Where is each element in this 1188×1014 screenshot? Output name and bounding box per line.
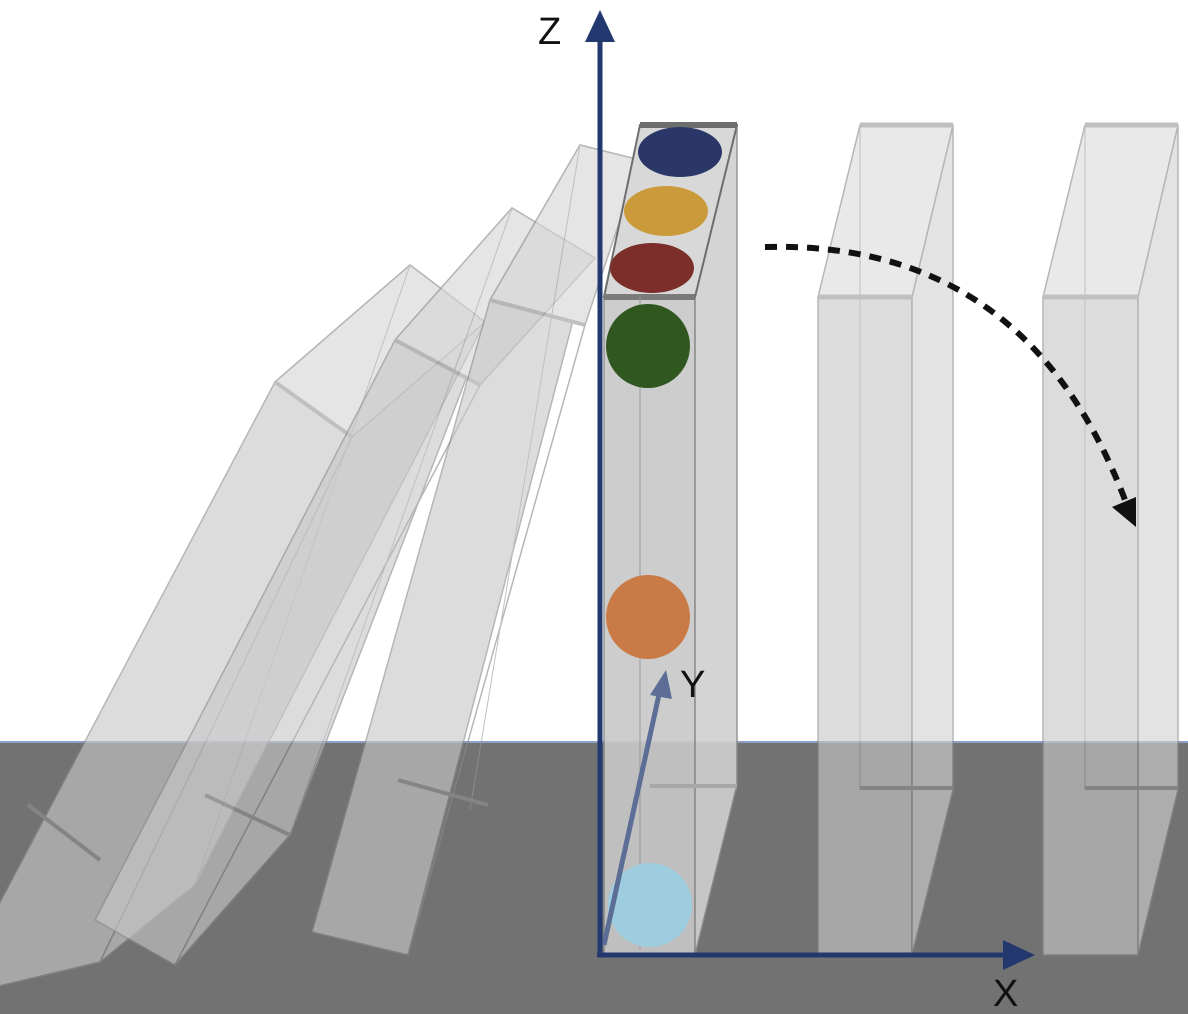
light-blue-marker [608, 863, 692, 947]
y-axis-label: Y [680, 664, 705, 706]
marker-group [606, 127, 722, 947]
x-axis-label: X [993, 973, 1018, 1014]
orange-marker [606, 575, 690, 659]
standing-domino-right [817, 122, 954, 956]
z-axis [585, 10, 615, 955]
falling-domino-1 [311, 144, 641, 956]
navy-marker [638, 127, 722, 177]
standing-domino-far-right [1042, 122, 1179, 956]
y-axis [601, 670, 672, 946]
dark-red-marker [610, 243, 694, 293]
z-axis-label: Z [538, 11, 561, 53]
rotation-arrowhead [1112, 497, 1136, 527]
dark-green-marker [606, 304, 690, 388]
rotation-arrow [764, 243, 1131, 510]
x-axis [597, 940, 1035, 970]
gold-marker [624, 186, 708, 236]
